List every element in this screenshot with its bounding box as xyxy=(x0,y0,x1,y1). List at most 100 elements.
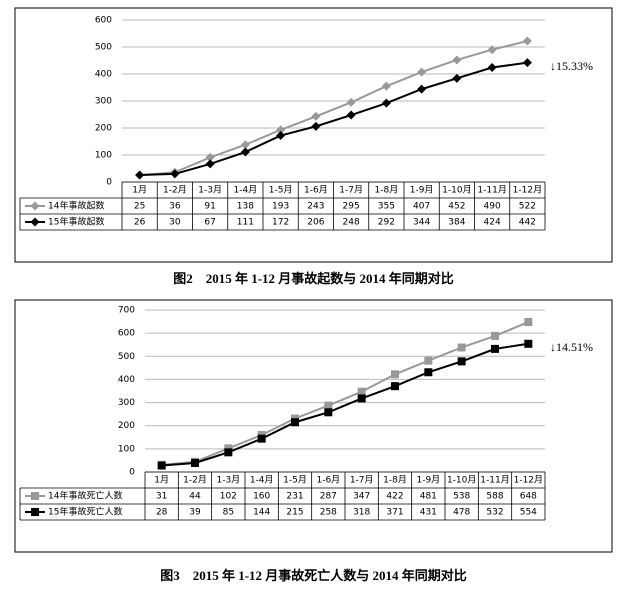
x-tick-label: 1-11月 xyxy=(477,185,506,196)
point xyxy=(522,36,532,46)
table-value: 344 xyxy=(413,218,430,228)
table-value: 384 xyxy=(448,218,465,228)
point xyxy=(191,458,199,467)
point xyxy=(30,201,40,211)
point xyxy=(324,401,333,410)
x-tick-label: 1-6月 xyxy=(304,185,328,196)
x-tick-label: 1-4月 xyxy=(234,185,258,196)
point xyxy=(487,45,497,55)
point xyxy=(30,217,40,227)
caption: 图2 2015 年 1-12 月事故起数与 2014 年同期对比 xyxy=(173,271,454,286)
table-value: 292 xyxy=(378,218,395,228)
legend-label: 15年事故起数 xyxy=(48,216,104,228)
table-value: 91 xyxy=(204,202,215,212)
table-value: 490 xyxy=(484,202,501,212)
annotation: ↓15.33% xyxy=(550,59,593,73)
table-value: 25 xyxy=(134,202,145,212)
table-value: 67 xyxy=(204,218,215,228)
point xyxy=(457,343,466,352)
point xyxy=(524,339,533,348)
y-tick-label: 700 xyxy=(118,306,135,316)
table-value: 31 xyxy=(156,492,167,502)
point xyxy=(357,394,366,403)
table-value: 102 xyxy=(220,492,237,502)
point xyxy=(276,125,286,135)
point xyxy=(346,110,356,120)
y-tick-label: 400 xyxy=(118,375,135,385)
point xyxy=(452,73,462,83)
x-tick-label: 1-2月 xyxy=(163,185,187,196)
table-value: 452 xyxy=(448,202,465,212)
series-line xyxy=(161,321,529,466)
table-value: 371 xyxy=(386,508,403,518)
caption: 图3 2015 年 1-12 月事故死亡人数与 2014 年同期对比 xyxy=(160,568,467,583)
table-value: 287 xyxy=(320,492,337,502)
table-value: 478 xyxy=(453,508,470,518)
point xyxy=(224,448,233,457)
x-tick-label: 1-7月 xyxy=(350,475,374,486)
x-tick-label: 1-5月 xyxy=(283,475,307,486)
point xyxy=(491,331,499,340)
point xyxy=(487,63,497,73)
x-tick-label: 1-5月 xyxy=(269,185,293,196)
x-tick-label: 1-8月 xyxy=(383,475,407,486)
point xyxy=(324,408,333,417)
x-tick-label: 1-7月 xyxy=(339,185,363,196)
x-tick-label: 1-2月 xyxy=(183,475,207,486)
point xyxy=(424,356,433,365)
table-value: 422 xyxy=(386,492,403,502)
x-tick-label: 1-12月 xyxy=(514,475,543,486)
point xyxy=(452,55,462,65)
table-value: 481 xyxy=(420,492,437,502)
y-tick-label: 600 xyxy=(95,16,112,26)
point xyxy=(157,461,166,470)
point xyxy=(205,159,215,169)
table-value: 231 xyxy=(286,492,303,502)
table-value: 532 xyxy=(486,508,503,518)
table-value: 215 xyxy=(286,508,303,518)
y-tick-label: 200 xyxy=(95,124,112,134)
point xyxy=(424,368,433,377)
x-tick-label: 1月 xyxy=(154,475,169,486)
annotation: ↓14.51% xyxy=(550,340,593,354)
table-value: 111 xyxy=(237,218,254,228)
y-tick-label: 0 xyxy=(129,468,135,478)
point xyxy=(417,84,427,94)
x-tick-label: 1月 xyxy=(132,185,147,196)
x-tick-label: 1-11月 xyxy=(480,475,509,486)
table-value: 431 xyxy=(420,508,437,518)
legend-label: 15年事故死亡人数 xyxy=(48,506,122,518)
table-value: 347 xyxy=(353,492,370,502)
table-value: 648 xyxy=(520,492,537,502)
table-value: 206 xyxy=(307,218,324,228)
legend-label: 14年事故死亡人数 xyxy=(48,490,122,502)
x-tick-label: 1-3月 xyxy=(216,475,240,486)
y-tick-label: 500 xyxy=(95,43,112,53)
chart-frame xyxy=(14,299,613,553)
table-value: 26 xyxy=(134,218,146,228)
point xyxy=(170,169,180,179)
y-tick-label: 400 xyxy=(95,70,112,80)
point xyxy=(135,170,145,180)
point xyxy=(311,111,321,121)
point xyxy=(381,98,391,108)
point xyxy=(291,418,299,427)
point xyxy=(240,140,250,150)
table-value: 407 xyxy=(413,202,430,212)
table-value: 172 xyxy=(272,218,289,228)
y-tick-label: 100 xyxy=(118,444,135,454)
series-line xyxy=(139,61,528,176)
x-tick-label: 1-12月 xyxy=(513,185,542,196)
point xyxy=(417,67,427,77)
x-tick-label: 1-3月 xyxy=(198,185,222,196)
point xyxy=(31,492,39,500)
table-value: 355 xyxy=(378,202,395,212)
y-tick-label: 200 xyxy=(118,421,135,431)
table-value: 30 xyxy=(169,218,181,228)
table-value: 36 xyxy=(169,202,181,212)
point xyxy=(205,152,215,162)
point xyxy=(524,318,533,327)
x-tick-label: 1-4月 xyxy=(250,475,274,486)
table-value: 248 xyxy=(343,218,360,228)
